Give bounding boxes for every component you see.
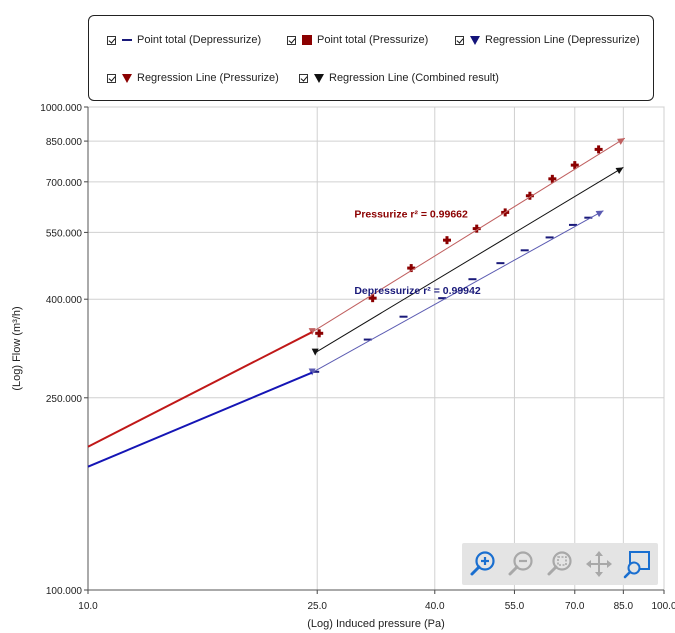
legend-checkbox[interactable]	[107, 35, 116, 45]
legend-checkbox[interactable]	[455, 35, 464, 45]
depressurize-point	[568, 223, 577, 226]
pan-icon[interactable]	[584, 549, 614, 579]
legend-label: Point total (Pressurize)	[317, 34, 429, 46]
x-axis-label: (Log) Induced pressure (Pa)	[307, 618, 445, 630]
legend-item-regression-combined[interactable]: Regression Line (Combined result)	[299, 72, 499, 84]
y-axis-label: (Log) Flow (m³/h)	[11, 306, 23, 390]
pressurize-point	[315, 329, 324, 338]
legend-label: Regression Line (Depressurize)	[485, 34, 640, 46]
square-marker-icon	[301, 34, 313, 46]
triangle-down-marker-icon	[469, 34, 481, 46]
regression-start-marker	[308, 328, 316, 336]
y-tick-label: 850.000	[46, 137, 83, 148]
x-tick-label: 70.0	[565, 601, 585, 612]
y-tick-label: 250.000	[46, 394, 83, 405]
y-tick-label: 1000.000	[40, 103, 82, 114]
regression-start-marker	[308, 368, 316, 376]
legend-label: Point total (Depressurize)	[137, 34, 262, 46]
legend-label: Regression Line (Pressurize)	[137, 72, 279, 84]
zoom-reset-icon[interactable]	[545, 549, 575, 579]
pressurize-point	[442, 236, 451, 245]
dash-marker-icon	[121, 34, 133, 46]
depressurize-point	[520, 249, 529, 252]
y-tick-label: 100.000	[46, 586, 83, 597]
legend: Point total (Depressurize) Point total (…	[88, 15, 654, 101]
pressurize-r2-label: Pressurize r² = 0.99662	[354, 209, 468, 221]
triangle-down-marker-icon	[121, 72, 133, 84]
pressurize-point	[472, 224, 481, 233]
legend-checkbox[interactable]	[107, 73, 116, 83]
regression-line	[87, 331, 313, 448]
x-tick-label: 85.0	[614, 601, 634, 612]
pressurize-point	[407, 264, 416, 273]
zoom-toolbar	[462, 543, 658, 585]
regression-endpoint-marker	[595, 210, 604, 218]
depressurize-point	[363, 338, 372, 341]
pressurize-point	[525, 191, 534, 200]
y-tick-label: 550.000	[46, 228, 83, 239]
zoom-region-icon[interactable]	[622, 549, 652, 579]
legend-item-point-total-pressurize[interactable]: Point total (Pressurize)	[287, 34, 428, 46]
plot-area	[87, 106, 665, 591]
pressurize-point	[368, 294, 377, 303]
depressurize-point	[399, 315, 408, 318]
legend-label: Regression Line (Combined result)	[329, 72, 499, 84]
zoom-in-icon[interactable]	[468, 549, 498, 579]
y-tick-label: 400.000	[46, 295, 83, 306]
depressurize-point	[468, 278, 477, 281]
x-tick-label: 100.0	[651, 601, 675, 612]
depressurize-point	[545, 236, 554, 239]
legend-item-point-total-depressurize[interactable]: Point total (Depressurize)	[107, 34, 261, 46]
x-tick-label: 40.0	[425, 601, 445, 612]
legend-checkbox[interactable]	[299, 73, 308, 83]
regression-line	[311, 137, 626, 333]
zoom-out-icon[interactable]	[506, 549, 536, 579]
depressurize-r2-label: Depressurize r² = 0.99942	[354, 285, 481, 297]
regression-endpoint-marker	[615, 167, 624, 174]
depressurize-point	[496, 262, 505, 265]
regression-line	[311, 210, 604, 373]
regression-endpoint-marker	[617, 138, 625, 145]
regression-start-marker	[311, 348, 319, 356]
x-tick-label: 25.0	[307, 601, 327, 612]
depressurize-point	[438, 297, 447, 300]
x-tick-label: 55.0	[505, 601, 525, 612]
depressurize-point	[584, 216, 593, 219]
pressurize-point	[594, 145, 603, 154]
regression-line	[314, 166, 624, 354]
y-tick-label: 700.000	[46, 178, 83, 189]
regression-line	[87, 371, 313, 468]
depressurize-point	[311, 370, 320, 373]
legend-checkbox[interactable]	[287, 35, 296, 45]
x-tick-label: 10.0	[78, 601, 98, 612]
legend-item-regression-depressurize[interactable]: Regression Line (Depressurize)	[455, 34, 640, 46]
pressurize-point	[548, 174, 557, 183]
triangle-down-marker-icon	[313, 72, 325, 84]
pressurize-point	[570, 161, 579, 170]
legend-item-regression-pressurize[interactable]: Regression Line (Pressurize)	[107, 72, 279, 84]
